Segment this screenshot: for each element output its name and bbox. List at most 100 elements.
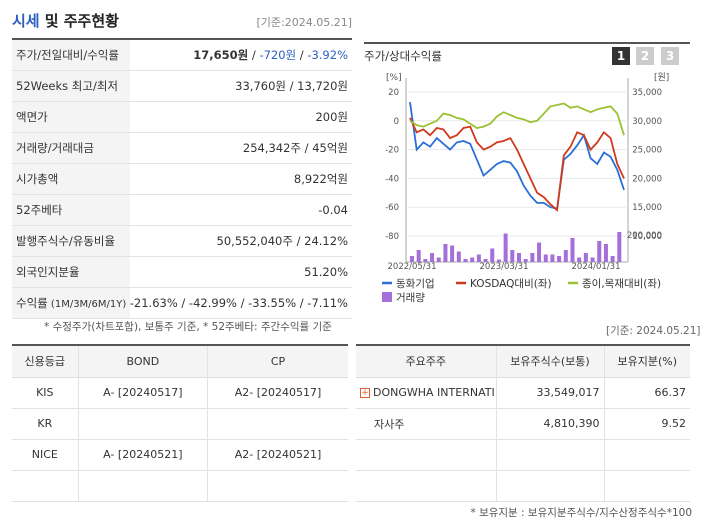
left-axis-unit: [%] — [386, 73, 402, 83]
row-value: 17,650원 / -720원 / -3.92% — [129, 38, 352, 71]
column-header: 보유지분(%) — [603, 344, 690, 378]
row-label: 액면가 — [12, 101, 130, 133]
volume-bar — [503, 233, 508, 262]
volume-bar — [597, 241, 602, 262]
y2-tick-label: 30,000 — [632, 117, 662, 127]
row-label: 주가/전일대비/수익률 — [12, 38, 130, 71]
volume-bar — [570, 238, 575, 262]
column-header: 주요주주 — [356, 344, 496, 378]
volume-bar — [543, 254, 548, 262]
volume-bar — [583, 253, 588, 262]
chart-title: 주가/상대수익률 — [364, 49, 442, 63]
table-row: 거래량/거래대금 254,342주 / 45억원 — [12, 132, 352, 164]
row-label: 52Weeks 최고/최저 — [12, 70, 130, 102]
notes-date: [기준: 2024.05.21] — [606, 325, 701, 337]
x-tick-label: 2022/05/31 — [388, 262, 437, 272]
volume-bar — [476, 254, 481, 262]
series-line — [409, 117, 625, 212]
reference-date: [기준:2024.05.21] — [256, 16, 352, 29]
holder-shares: 4,810,390 — [495, 408, 604, 440]
row-value: 51.20% — [129, 256, 352, 288]
holder-name-cell: + DONGWHA INTERNATI… — [356, 377, 496, 409]
volume-bar — [510, 250, 515, 262]
column-header: CP — [207, 344, 348, 378]
table-row: 시가총액 8,922억원 — [12, 163, 352, 195]
y2-tick-label: 20,000 — [632, 174, 662, 184]
section-title: 시세 및 주주현황 [기준:2024.05.21] — [12, 10, 352, 34]
table-row: + DONGWHA INTERNATI… 33,549,017 66.37 — [356, 377, 690, 409]
row-label: 거래량/거래대금 — [12, 132, 130, 164]
legend-label: KOSDAQ대비(좌) — [470, 278, 552, 290]
volume-bar — [603, 244, 608, 262]
return-value: -3.92% — [307, 47, 348, 62]
y-tick-label: -40 — [385, 174, 399, 184]
volume-bar — [436, 257, 441, 262]
holder-pct: 66.37 — [603, 377, 690, 409]
table-cell: A2- [20240517] — [207, 377, 348, 409]
volume-bar — [423, 259, 428, 262]
y2-tick-label: 15,000 — [632, 203, 662, 213]
volume-bar — [610, 256, 615, 262]
y-tick-label: -80 — [385, 232, 399, 242]
volume-bar — [470, 257, 475, 262]
volume-bar — [537, 242, 542, 262]
holder-name: 자사주 — [356, 408, 496, 440]
row-label: 시가총액 — [12, 163, 130, 195]
table-row: 52Weeks 최고/최저 33,760원 / 13,720원 — [12, 70, 352, 102]
holder-pct — [603, 439, 690, 471]
series-line — [409, 101, 625, 210]
volume-bar — [430, 253, 435, 262]
table-header-row: 주요주주 보유주식수(보통) 보유지분(%) — [356, 344, 690, 378]
table-cell — [207, 408, 348, 440]
volume-bar — [557, 256, 562, 262]
shareholders-table: 주요주주 보유주식수(보통) 보유지분(%) + DONGWHA INTERNAT… — [356, 344, 690, 502]
table-cell — [77, 470, 208, 502]
volume-bar — [617, 232, 622, 262]
column-header: BOND — [77, 344, 208, 378]
chart-tab-2[interactable]: 2 — [636, 47, 654, 65]
table-row — [12, 470, 348, 502]
change-value: -720원 — [259, 47, 297, 62]
x-tick-label: 2024/01/31 — [572, 262, 621, 272]
holder-name[interactable]: DONGWHA INTERNATI… — [373, 386, 496, 399]
table-cell: KIS — [12, 377, 79, 409]
column-header: 보유주식수(보통) — [495, 344, 604, 378]
table-cell: NICE — [12, 439, 79, 471]
table-row: 주가/전일대비/수익률 17,650원 / -720원 / -3.92% — [12, 38, 352, 71]
expand-plus-icon[interactable]: + — [360, 388, 370, 398]
shareholding-footnote: * 보유지분 : 보유지분주식수/지수산정주식수*100 — [470, 507, 692, 519]
title-main: 시세 — [12, 12, 40, 30]
y-tick-label: 20 — [388, 88, 399, 98]
table-row: 수익률 (1M/3M/6M/1Y) -21.63% / -42.99% / -3… — [12, 287, 352, 319]
x-tick-label: 2023/03/31 — [480, 262, 529, 272]
row-value: 50,552,040주 / 24.12% — [129, 225, 352, 257]
row-value: 254,342주 / 45억원 — [129, 132, 352, 164]
row-value: 200원 — [129, 101, 352, 133]
title-sub: 및 주주현황 — [44, 12, 119, 30]
volume-bar — [577, 257, 582, 262]
volume-tick-label: 200,000 — [627, 231, 662, 241]
y2-tick-label: 35,000 — [632, 88, 662, 98]
row-value: -0.04 — [129, 194, 352, 226]
volume-bar — [517, 253, 521, 262]
volume-bar — [416, 250, 421, 262]
table-cell — [77, 408, 208, 440]
volume-bar — [563, 250, 568, 262]
row-value: -21.63% / -42.99% / -33.55% / -7.11% — [129, 287, 352, 319]
holder-shares: 33,549,017 — [495, 377, 604, 409]
holder-shares — [495, 470, 604, 502]
table-row: KR — [12, 408, 348, 440]
table-cell: A2- [20240521] — [207, 439, 348, 471]
table-cell: A- [20240521] — [77, 439, 208, 471]
table-row — [356, 470, 690, 502]
volume-bar — [490, 248, 495, 262]
volume-bar — [550, 254, 555, 262]
volume-bar — [483, 259, 488, 262]
row-label: 외국인지분율 — [12, 256, 130, 288]
price-value: 17,650원 — [193, 47, 249, 62]
chart-tab-1[interactable]: 1 — [612, 47, 630, 65]
table-row: 52주베타 -0.04 — [12, 194, 352, 226]
chart-tab-3[interactable]: 3 — [661, 47, 679, 65]
row-value: 8,922억원 — [129, 163, 352, 195]
chart-header: 주가/상대수익률 1 2 3 — [364, 42, 690, 65]
